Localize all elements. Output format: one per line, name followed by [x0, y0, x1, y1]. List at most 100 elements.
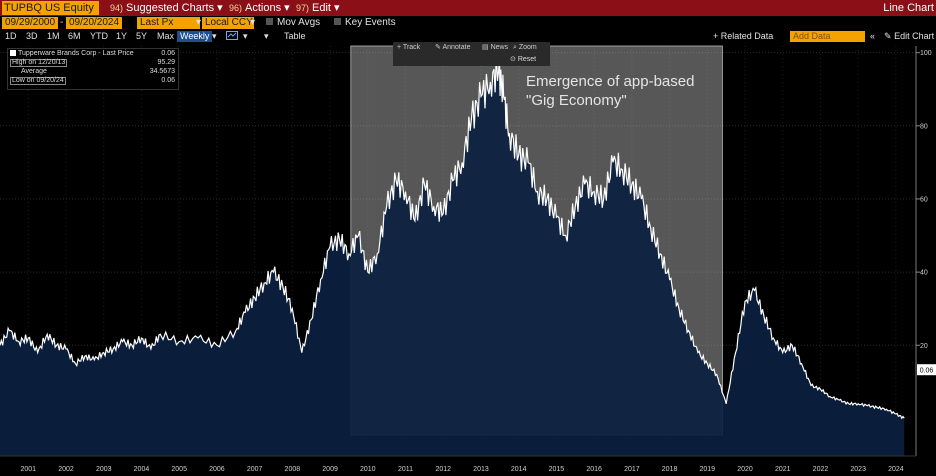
reset-icon: ⊙ — [510, 56, 516, 63]
news-icon: ▤ — [482, 44, 489, 51]
x-tick-label: 2013 — [473, 466, 489, 473]
period-1y[interactable]: 1Y — [116, 31, 128, 41]
legend-average-value: 34.5673 — [149, 68, 175, 75]
zoom-tool[interactable]: ⌕ Zoom — [513, 44, 537, 52]
line-chart-icon[interactable] — [226, 31, 238, 43]
x-tick-label: 2006 — [209, 466, 225, 473]
field-select[interactable]: Last Px — [137, 17, 200, 29]
period-1d[interactable]: 1D — [5, 31, 17, 41]
news-label: News — [490, 44, 509, 51]
dropdown-arrow-icon[interactable]: ▾ — [250, 17, 256, 28]
collapse-icon[interactable]: « — [870, 31, 876, 41]
legend-high-row: High on 12/20/13 95.29 — [10, 59, 175, 67]
mov-avgs-label: Mov Avgs — [277, 17, 321, 28]
legend-series-name: Tupperware Brands Corp - Last Price — [18, 50, 134, 57]
legend-average-row: Average 34.5673 — [10, 68, 175, 76]
period-3d[interactable]: 3D — [26, 31, 38, 41]
chart-type-label: Line Chart — [883, 2, 934, 14]
x-tick-label: 2016 — [586, 466, 602, 473]
actions-menu[interactable]: 96) Actions ▾ — [229, 1, 290, 15]
pencil-icon: ✎ — [435, 44, 441, 51]
legend-low-value: 0.06 — [161, 77, 175, 84]
dropdown-arrow-icon[interactable]: ▾ — [212, 31, 217, 41]
dropdown-arrow-icon[interactable]: ▾ — [243, 31, 248, 41]
price-area — [0, 55, 905, 457]
chart-legend: Tupperware Brands Corp - Last Price 0.06 … — [7, 48, 179, 90]
dropdown-arrow-icon[interactable]: ▾ — [264, 31, 269, 41]
x-tick-label: 2015 — [549, 466, 565, 473]
x-tick-label: 2010 — [360, 466, 376, 473]
x-tick-label: 2021 — [775, 466, 791, 473]
date-separator: - — [60, 17, 64, 28]
reset-button[interactable]: ⊙ Reset — [510, 56, 536, 64]
ticker-field[interactable]: TUPBQ US Equity — [2, 1, 99, 15]
x-tick-label: 2014 — [511, 466, 527, 473]
period-6m[interactable]: 6M — [68, 31, 81, 41]
legend-high-value: 95.29 — [157, 59, 175, 66]
annotation-line-1: Emergence of app-based — [526, 73, 695, 90]
y-tick-label: 100 — [920, 50, 932, 57]
track-label: Track — [402, 44, 421, 51]
related-data-button[interactable]: + Related Data — [713, 31, 774, 41]
legend-series-row: Tupperware Brands Corp - Last Price 0.06 — [10, 50, 175, 58]
edit-number: 97) — [296, 3, 310, 13]
period-1m[interactable]: 1M — [47, 31, 60, 41]
zoom-icon: ⌕ — [513, 44, 517, 51]
x-tick-label: 2012 — [435, 466, 451, 473]
key-events-toggle[interactable]: Key Events — [334, 17, 396, 29]
legend-low-row: Low on 09/20/24 0.06 — [10, 77, 175, 85]
period-bar: 1D 3D 1M 6M YTD 1Y 5Y Max Weekly ▾ ▾ ▾ T… — [0, 31, 936, 43]
y-tick-label: 80 — [920, 123, 928, 130]
x-tick-label: 2017 — [624, 466, 640, 473]
period-max[interactable]: Max — [157, 31, 175, 41]
last-value-label: 0.06 — [920, 368, 934, 375]
edit-chart-button[interactable]: ✎ Edit Chart — [884, 31, 934, 42]
period-ytd[interactable]: YTD — [90, 31, 108, 41]
edit-menu[interactable]: 97) Edit ▾ — [296, 1, 340, 15]
add-data-input[interactable]: Add Data — [790, 31, 865, 42]
track-tool[interactable]: + Track — [397, 44, 420, 52]
crosshair-icon: + — [397, 44, 402, 51]
actions-label: Actions — [245, 2, 282, 14]
annotation-line-2: "Gig Economy" — [526, 92, 627, 109]
checkbox-icon — [266, 18, 273, 25]
x-tick-label: 2005 — [171, 466, 187, 473]
dropdown-arrow-icon: ▾ — [334, 2, 340, 14]
start-date-field[interactable]: 09/29/2000 — [2, 17, 59, 29]
x-tick-label: 2023 — [850, 466, 866, 473]
annotate-tool[interactable]: ✎ Annotate — [435, 44, 470, 52]
x-tick-label: 2011 — [398, 466, 413, 473]
x-tick-label: 2001 — [21, 466, 37, 473]
edit-label: Edit — [312, 2, 331, 14]
chart-controls-bar: 09/29/2000 - 09/20/2024 Last Px ▾ Local … — [0, 17, 936, 30]
x-tick-label: 2009 — [322, 466, 338, 473]
suggested-charts-menu[interactable]: 94) Suggested Charts ▾ — [110, 1, 223, 15]
mov-avgs-toggle[interactable]: Mov Avgs — [266, 17, 320, 29]
x-tick-label: 2022 — [813, 466, 829, 473]
dropdown-arrow-icon[interactable]: ▾ — [196, 17, 202, 28]
frequency-select[interactable]: Weekly — [177, 31, 213, 42]
legend-low-label: Low on 09/20/24 — [10, 77, 66, 85]
x-tick-label: 2024 — [888, 466, 904, 473]
period-5y[interactable]: 5Y — [136, 31, 148, 41]
annotate-label: Annotate — [442, 44, 471, 51]
legend-average-label: Average — [21, 68, 47, 75]
x-tick-label: 2018 — [662, 466, 678, 473]
x-tick-label: 2002 — [58, 466, 74, 473]
pencil-icon: ✎ — [884, 31, 892, 41]
actions-number: 96) — [229, 3, 243, 13]
last-value-marker: 0.06 — [917, 364, 936, 376]
edit-chart-label: Edit Chart — [894, 31, 935, 41]
highlight-annotation: Emergence of app-based "Gig Economy" — [526, 72, 694, 110]
checkbox-icon — [334, 18, 341, 25]
x-tick-label: 2019 — [700, 466, 716, 473]
x-tick-label: 2004 — [134, 466, 150, 473]
end-date-field[interactable]: 09/20/2024 — [66, 17, 123, 29]
zoom-label: Zoom — [518, 44, 537, 51]
y-tick-label: 40 — [920, 270, 928, 277]
reset-label: Reset — [517, 56, 537, 63]
news-tool[interactable]: ▤ News — [482, 44, 508, 52]
currency-select[interactable]: Local CCY — [202, 17, 254, 29]
table-button[interactable]: Table — [284, 31, 306, 41]
